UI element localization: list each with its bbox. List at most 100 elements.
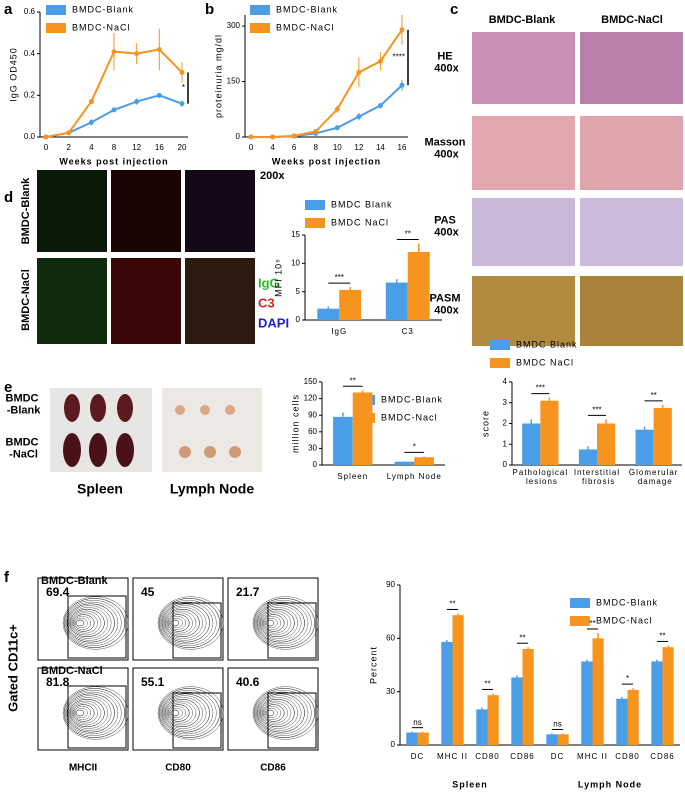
bar bbox=[653, 407, 672, 465]
y-tick-label: 0 bbox=[236, 132, 241, 141]
contour bbox=[167, 614, 190, 632]
contour bbox=[163, 607, 204, 639]
contour bbox=[63, 598, 126, 648]
gate bbox=[67, 685, 127, 749]
axis-label: CD80 bbox=[165, 763, 191, 774]
contour bbox=[265, 619, 275, 627]
point bbox=[399, 82, 405, 88]
gate bbox=[172, 692, 222, 749]
bar bbox=[597, 423, 616, 465]
y-tick-label: 150 bbox=[227, 77, 241, 86]
micrograph bbox=[111, 170, 181, 252]
x-tick-label: 6 bbox=[292, 143, 297, 152]
bar bbox=[581, 661, 593, 745]
axis-label: MHCII bbox=[69, 763, 98, 774]
y-axis-label: score bbox=[480, 410, 490, 437]
legend-swatch bbox=[46, 5, 66, 15]
micrograph bbox=[37, 258, 107, 344]
line bbox=[251, 84, 403, 138]
gate-value: 45 bbox=[141, 585, 155, 599]
x-tick-label: 10 bbox=[333, 143, 342, 152]
micrograph bbox=[580, 276, 683, 346]
bar bbox=[540, 400, 559, 465]
contour bbox=[259, 698, 295, 728]
row-label: BMDC -Blank bbox=[4, 392, 42, 416]
contour bbox=[165, 610, 197, 636]
group-label: Lymph Node bbox=[578, 779, 642, 789]
y-axis-label: Percent bbox=[368, 646, 378, 684]
column-label: BMDC-NaCl bbox=[601, 14, 663, 26]
legend-swatch bbox=[250, 5, 270, 15]
legend-swatch bbox=[570, 598, 590, 608]
y-tick-label: 120 bbox=[304, 394, 318, 403]
contour bbox=[74, 707, 88, 719]
x-tick-label: Pathological lesions bbox=[513, 468, 569, 486]
y-tick-label: 60 bbox=[386, 633, 395, 642]
y-tick-label: 1 bbox=[503, 439, 508, 448]
row-label: PAS 400x bbox=[431, 214, 459, 238]
bar bbox=[317, 308, 340, 320]
bar bbox=[578, 449, 597, 465]
contour bbox=[73, 706, 92, 720]
x-tick-label: 16 bbox=[155, 143, 164, 152]
contour bbox=[165, 700, 197, 726]
contour bbox=[169, 707, 183, 719]
legend-label: BMDC-NaCl bbox=[72, 22, 131, 32]
bar bbox=[385, 282, 408, 320]
contour bbox=[62, 686, 129, 740]
x-tick-label: 8 bbox=[313, 143, 318, 152]
stain-label: C3 bbox=[258, 295, 275, 310]
annotation: * bbox=[413, 443, 416, 452]
x-tick-label: CD80 bbox=[615, 752, 639, 761]
contour bbox=[68, 697, 109, 729]
flow-plot bbox=[132, 667, 224, 751]
contour bbox=[168, 706, 187, 720]
contour bbox=[72, 614, 95, 632]
point bbox=[248, 134, 254, 140]
flow-plot bbox=[37, 667, 129, 751]
contour bbox=[157, 596, 224, 650]
point bbox=[356, 114, 362, 120]
contour bbox=[257, 605, 302, 641]
panel-letter: b bbox=[205, 1, 214, 18]
y-tick-label: 4 bbox=[503, 377, 508, 386]
y-axis-label: MFI 10⁵ bbox=[273, 258, 283, 297]
contour bbox=[70, 700, 102, 726]
x-tick-label: Spleen bbox=[337, 472, 368, 481]
gate bbox=[172, 602, 222, 659]
y-tick-label: 15 bbox=[291, 230, 300, 239]
x-tick-label: 2 bbox=[66, 143, 71, 152]
contour bbox=[69, 698, 105, 728]
point bbox=[134, 51, 140, 57]
legend-label: BMDC NaCl bbox=[331, 217, 389, 227]
point bbox=[179, 101, 185, 107]
flow-plot bbox=[132, 577, 224, 661]
contour bbox=[255, 601, 309, 645]
contour bbox=[73, 616, 92, 630]
micrograph bbox=[185, 258, 255, 344]
legend-swatch bbox=[250, 23, 270, 33]
point bbox=[334, 125, 340, 131]
micrograph bbox=[472, 198, 575, 266]
contour bbox=[64, 599, 122, 647]
point bbox=[111, 49, 117, 55]
y-tick-label: 0.6 bbox=[24, 7, 36, 16]
x-axis-label: Weeks post injection bbox=[59, 156, 168, 166]
legend-label: BMDC-Blank bbox=[276, 4, 338, 14]
micrograph bbox=[37, 170, 107, 252]
x-tick-label: C3 bbox=[402, 327, 414, 336]
row-label: BMDC-NaCl bbox=[20, 269, 32, 331]
point bbox=[291, 133, 297, 139]
gate bbox=[267, 692, 317, 749]
line bbox=[45, 94, 183, 138]
point bbox=[377, 58, 383, 64]
organ-icons bbox=[63, 394, 241, 467]
contour bbox=[64, 689, 122, 737]
x-tick-label: Interstitial fibrosis bbox=[574, 468, 620, 486]
point bbox=[399, 27, 405, 33]
contour bbox=[166, 612, 193, 634]
bar bbox=[339, 289, 362, 320]
annotation: ** bbox=[484, 680, 490, 689]
contour bbox=[261, 702, 288, 724]
contour bbox=[160, 691, 214, 735]
